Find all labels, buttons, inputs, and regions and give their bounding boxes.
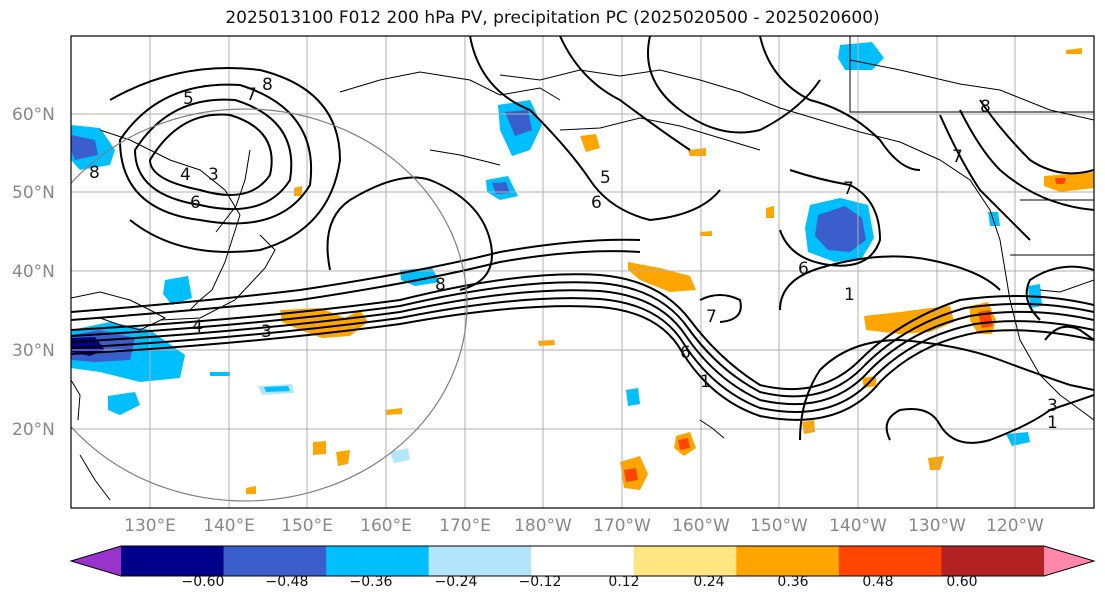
coastlines bbox=[71, 36, 1094, 501]
lat-label: 60°N bbox=[12, 105, 55, 125]
contour-label: 6 bbox=[798, 259, 809, 279]
contour-label: 1 bbox=[844, 285, 855, 305]
colorbar-segment bbox=[941, 546, 1045, 576]
lat-label: 40°N bbox=[12, 262, 55, 282]
colorbar bbox=[69, 545, 1096, 577]
lon-label: 130°E bbox=[124, 516, 176, 536]
contour-label: 8 bbox=[89, 163, 100, 183]
colorbar-segment bbox=[531, 546, 635, 576]
colorbar-segment bbox=[223, 546, 327, 576]
colorbar-outline bbox=[69, 545, 1096, 577]
contour-label: 7 bbox=[952, 147, 963, 167]
lon-label: 160°E bbox=[360, 516, 412, 536]
colorbar-tick-label: 0.36 bbox=[777, 574, 808, 590]
colorbar-segment bbox=[121, 546, 225, 576]
contour-label: 7 bbox=[843, 179, 854, 199]
contour-label: 7 bbox=[246, 85, 257, 105]
pv-contours bbox=[71, 36, 1094, 444]
contour-label: 6 bbox=[190, 193, 201, 213]
colorbar-tick-label: 0.24 bbox=[693, 574, 724, 590]
colorbar-segment bbox=[428, 546, 532, 576]
colorbar-segment bbox=[838, 546, 942, 576]
colorbar-tick-label: 0.12 bbox=[608, 574, 639, 590]
contour-label: 6 bbox=[680, 343, 691, 363]
contour-labels: 5 7 8 3 4 6 8 6 5 7 6 8 1 3 4 7 6 1 3 1 … bbox=[89, 75, 1058, 433]
colorbar-tick-label: −0.48 bbox=[266, 574, 309, 590]
colorbar-segment bbox=[633, 546, 737, 576]
contour-label: 5 bbox=[600, 168, 611, 188]
contour-label: 8 bbox=[435, 275, 446, 295]
contour-label: 4 bbox=[180, 165, 191, 185]
lon-label: 170°E bbox=[439, 516, 491, 536]
contour-label: 1 bbox=[700, 372, 711, 392]
longitude-labels: 130°E 140°E 150°E 160°E 170°E 180°W 170°… bbox=[124, 516, 1044, 536]
range-circle bbox=[71, 108, 468, 502]
colorbar-tick-label: 0.60 bbox=[946, 574, 977, 590]
contour-label: 8 bbox=[262, 75, 273, 95]
lon-label: 160°W bbox=[672, 516, 730, 536]
lon-label: 120°W bbox=[986, 516, 1044, 536]
contour-label: 5 bbox=[183, 89, 194, 109]
lon-label: 140°E bbox=[203, 516, 255, 536]
lat-label: 50°N bbox=[12, 183, 55, 203]
colorbar-tick-label: −0.60 bbox=[182, 574, 225, 590]
contour-label: 3 bbox=[261, 322, 272, 342]
lon-label: 150°E bbox=[281, 516, 333, 536]
contour-label: 7 bbox=[706, 307, 717, 327]
lat-label: 20°N bbox=[12, 420, 55, 440]
colorbar-tick-label: 0.48 bbox=[862, 574, 893, 590]
contour-label: 3 bbox=[208, 165, 219, 185]
colorbar-tick-label: −0.36 bbox=[350, 574, 393, 590]
colorbar-segment bbox=[326, 546, 430, 576]
colorbar-segment bbox=[736, 546, 840, 576]
contour-label: 3 bbox=[1047, 396, 1058, 416]
contour-label: 1 bbox=[1047, 413, 1058, 433]
colorbar-tick-label: −0.12 bbox=[519, 574, 562, 590]
lon-label: 150°W bbox=[750, 516, 808, 536]
map-area bbox=[71, 36, 1094, 508]
colorbar-extend-high bbox=[1044, 546, 1094, 576]
latitude-labels: 60°N 50°N 40°N 30°N 20°N bbox=[12, 105, 55, 440]
lon-label: 130°W bbox=[908, 516, 966, 536]
contour-label: 4 bbox=[192, 317, 203, 337]
lon-label: 170°W bbox=[593, 516, 651, 536]
lat-label: 30°N bbox=[12, 341, 55, 361]
contour-label: 6 bbox=[591, 193, 602, 213]
map-title: 2025013100 F012 200 hPa PV, precipitatio… bbox=[225, 8, 880, 28]
colorbar-tick-labels: −0.60 −0.48 −0.36 −0.24 −0.12 0.12 0.24 … bbox=[182, 574, 978, 590]
lon-label: 180°W bbox=[514, 516, 572, 536]
map-frame bbox=[70, 35, 1095, 509]
contour-label: 8 bbox=[980, 97, 991, 117]
lon-label: 140°W bbox=[829, 516, 887, 536]
colorbar-tick-label: −0.24 bbox=[435, 574, 478, 590]
colorbar-extend-low bbox=[71, 546, 121, 576]
